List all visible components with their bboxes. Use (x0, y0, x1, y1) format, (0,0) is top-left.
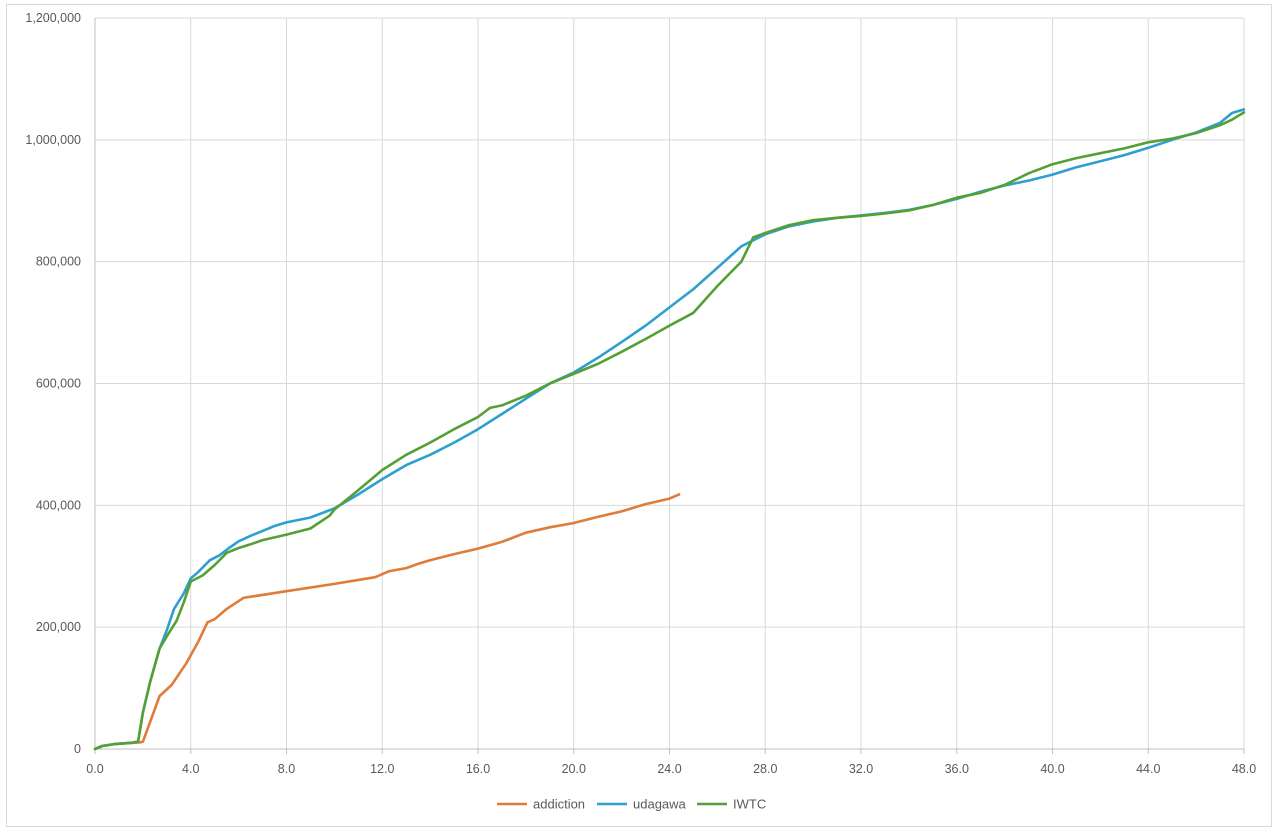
x-tick-label: 36.0 (945, 762, 969, 776)
x-tick-label: 4.0 (182, 762, 199, 776)
y-tick-label: 600,000 (36, 377, 81, 391)
x-tick-label: 8.0 (278, 762, 295, 776)
legend-item-udagawa: udagawa (597, 797, 687, 812)
x-tick-label: 32.0 (849, 762, 873, 776)
legend: addiction udagawa IWTC (497, 797, 766, 812)
y-tick-label: 800,000 (36, 255, 81, 269)
series-line-addiction (93, 493, 681, 751)
x-tick-labels: 0.0 4.0 8.0 12.0 16.0 20.0 24.0 28.0 32.0 36.0 40.… (86, 762, 1256, 776)
x-tick-label: 24.0 (657, 762, 681, 776)
y-tick-label: 400,000 (36, 498, 81, 512)
x-tick-label: 20.0 (562, 762, 586, 776)
y-tick-label: 200,000 (36, 620, 81, 634)
x-tick-label: 12.0 (370, 762, 394, 776)
y-tick-label: 1,000,000 (25, 133, 81, 147)
series-lines (93, 108, 1246, 751)
x-tick-label: 40.0 (1040, 762, 1064, 776)
x-tick-label: 28.0 (753, 762, 777, 776)
y-tick-labels: 0 200,000 400,000 600,000 800,000 1,000,000 1,… (25, 11, 81, 756)
y-tick-label: 1,200,000 (25, 11, 81, 25)
x-tick-label: 0.0 (86, 762, 103, 776)
legend-label: udagawa (633, 797, 687, 812)
legend-item-addiction: addiction (497, 797, 585, 812)
chart-frame (6, 4, 1272, 827)
y-tick-label: 0 (74, 742, 81, 756)
legend-label: addiction (533, 797, 585, 812)
legend-item-iwtc: IWTC (697, 797, 766, 812)
x-tick-label: 48.0 (1232, 762, 1256, 776)
legend-label: IWTC (733, 797, 766, 812)
grid-lines (95, 17, 1245, 749)
series-line-iwtc (93, 111, 1246, 751)
series-line-udagawa (93, 108, 1246, 751)
axes (94, 18, 1245, 754)
x-tick-label: 44.0 (1136, 762, 1160, 776)
x-tick-label: 16.0 (466, 762, 490, 776)
